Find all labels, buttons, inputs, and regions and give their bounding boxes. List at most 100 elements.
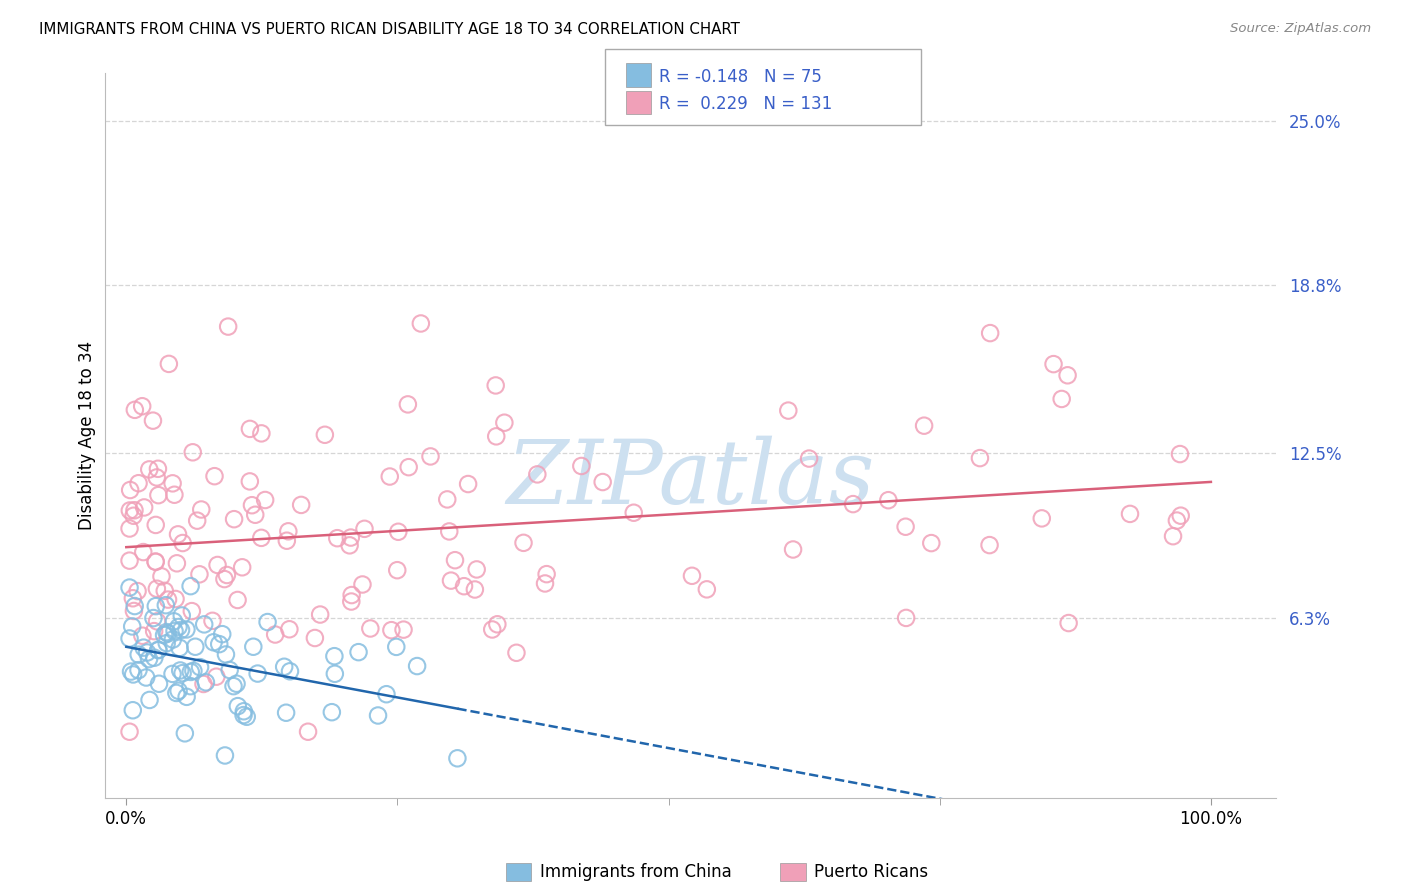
Point xyxy=(124,402,146,417)
Point xyxy=(367,708,389,723)
Point xyxy=(146,582,169,596)
Point xyxy=(235,710,257,724)
Point xyxy=(505,646,527,660)
Point xyxy=(166,557,188,571)
Point xyxy=(142,611,165,625)
Point xyxy=(877,493,900,508)
Point xyxy=(465,562,488,576)
Point xyxy=(167,527,190,541)
Point xyxy=(494,416,516,430)
Point xyxy=(190,502,212,516)
Point xyxy=(211,627,233,641)
Point xyxy=(1057,615,1080,630)
Point xyxy=(145,517,167,532)
Point xyxy=(526,467,548,482)
Point xyxy=(181,445,204,459)
Point xyxy=(201,614,224,628)
Point xyxy=(169,664,191,678)
Point xyxy=(979,326,1001,340)
Point xyxy=(592,475,614,489)
Point xyxy=(207,558,229,572)
Point xyxy=(385,640,408,654)
Point xyxy=(145,599,167,614)
Point xyxy=(176,690,198,704)
Point xyxy=(121,703,143,717)
Point xyxy=(1170,508,1192,523)
Point xyxy=(131,399,153,413)
Point xyxy=(392,623,415,637)
Point xyxy=(1056,368,1078,383)
Point xyxy=(205,670,228,684)
Point xyxy=(273,659,295,673)
Point xyxy=(170,608,193,623)
Point xyxy=(534,576,557,591)
Point xyxy=(440,574,463,588)
Point xyxy=(136,646,159,660)
Point xyxy=(225,676,247,690)
Point xyxy=(240,498,263,512)
Point xyxy=(118,724,141,739)
Point xyxy=(340,594,363,608)
Point xyxy=(1119,507,1142,521)
Point xyxy=(193,617,215,632)
Point xyxy=(173,726,195,740)
Point xyxy=(118,581,141,595)
Point xyxy=(464,582,486,597)
Point xyxy=(321,705,343,719)
Point xyxy=(340,588,363,602)
Point xyxy=(347,645,370,659)
Point xyxy=(352,577,374,591)
Point xyxy=(1166,514,1188,528)
Point xyxy=(278,622,301,636)
Point xyxy=(138,693,160,707)
Point xyxy=(214,572,236,586)
Point xyxy=(226,593,249,607)
Point xyxy=(239,422,262,436)
Point xyxy=(128,648,150,662)
Point xyxy=(245,508,267,522)
Text: R = -0.148   N = 75: R = -0.148 N = 75 xyxy=(659,68,823,86)
Point xyxy=(277,524,299,539)
Point xyxy=(163,488,186,502)
Point xyxy=(969,451,991,466)
Point xyxy=(132,640,155,655)
Point xyxy=(314,427,336,442)
Point xyxy=(120,483,142,497)
Point xyxy=(681,569,703,583)
Point xyxy=(163,624,186,638)
Point xyxy=(218,663,240,677)
Point xyxy=(512,536,534,550)
Point xyxy=(156,626,179,640)
Point xyxy=(145,555,167,569)
Point xyxy=(274,706,297,720)
Point xyxy=(208,637,231,651)
Point xyxy=(242,640,264,654)
Point xyxy=(118,632,141,646)
Point xyxy=(375,687,398,701)
Point xyxy=(387,563,409,577)
Point xyxy=(309,607,332,622)
Point xyxy=(380,623,402,637)
Point xyxy=(121,591,143,606)
Point xyxy=(1050,392,1073,406)
Point xyxy=(150,569,173,583)
Point xyxy=(157,592,180,607)
Point xyxy=(176,623,198,637)
Point xyxy=(217,319,239,334)
Point xyxy=(1168,447,1191,461)
Point xyxy=(165,686,187,700)
Point xyxy=(179,679,201,693)
Point xyxy=(180,579,202,593)
Point xyxy=(439,524,461,539)
Point xyxy=(264,627,287,641)
Point xyxy=(162,476,184,491)
Point xyxy=(172,536,194,550)
Point xyxy=(193,677,215,691)
Text: Source: ZipAtlas.com: Source: ZipAtlas.com xyxy=(1230,22,1371,36)
Point xyxy=(481,623,503,637)
Point xyxy=(183,664,205,678)
Point xyxy=(122,667,145,681)
Point xyxy=(623,506,645,520)
Point xyxy=(138,652,160,666)
Point xyxy=(304,631,326,645)
